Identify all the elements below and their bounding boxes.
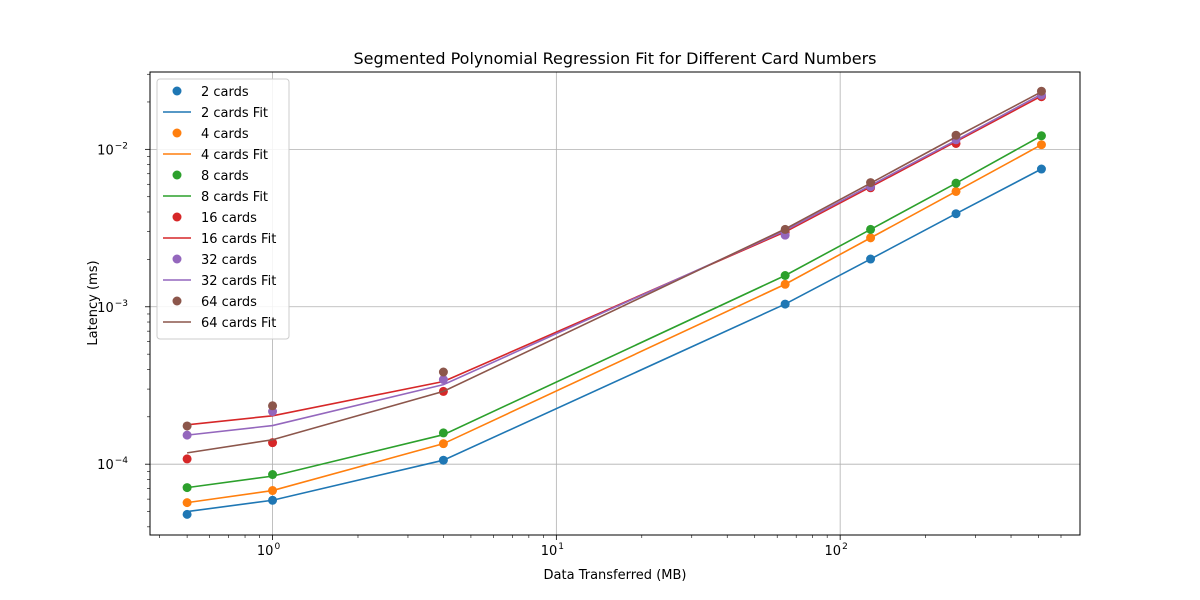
data-point-64-cards (1036, 86, 1046, 96)
data-point-4-cards (780, 279, 790, 289)
legend-label: 64 cards Fit (201, 316, 276, 331)
x-tick-exponent: 2 (842, 542, 848, 552)
legend-label: 2 cards (201, 85, 249, 100)
y-tick-exponent: −4 (115, 456, 129, 466)
legend-marker (172, 86, 182, 96)
data-point-4-cards (866, 233, 876, 243)
legend-marker (172, 128, 182, 138)
series-4-cards (182, 140, 1046, 508)
data-point-64-cards (866, 178, 876, 188)
legend-label: 8 cards Fit (201, 190, 268, 205)
series-2-cards (182, 164, 1046, 519)
data-point-4-cards (438, 439, 448, 449)
legend-box (156, 78, 290, 340)
data-point-32-cards (182, 430, 192, 440)
legend-label: 32 cards (201, 253, 257, 268)
data-point-8-cards (182, 483, 192, 493)
legend-marker (172, 296, 182, 306)
data-point-2-cards (780, 299, 790, 309)
x-axis-label: Data Transferred (MB) (544, 568, 687, 583)
data-point-2-cards (951, 209, 961, 219)
series-8-cards (182, 131, 1046, 493)
series-64-cards (182, 86, 1046, 454)
data-point-32-cards (438, 375, 448, 385)
data-point-8-cards (866, 224, 876, 234)
legend-label: 32 cards Fit (201, 274, 276, 289)
data-point-16-cards (182, 454, 192, 464)
data-point-64-cards (438, 367, 448, 377)
legend-label: 4 cards (201, 127, 249, 142)
data-point-2-cards (866, 254, 876, 264)
x-tick-exponent: 0 (274, 542, 280, 552)
chart-title: Segmented Polynomial Regression Fit for … (353, 49, 876, 68)
y-axis-label: Latency (ms) (86, 260, 101, 345)
legend: 2 cards 2 cards Fit 4 cards 4 cards Fit 8 ca… (156, 78, 290, 340)
data-point-8-cards (438, 428, 448, 438)
legend-label: 16 cards (201, 211, 257, 226)
data-point-4-cards (268, 486, 278, 496)
legend-marker (172, 170, 182, 180)
data-point-2-cards (438, 455, 448, 465)
data-point-4-cards (1036, 140, 1046, 150)
data-point-8-cards (1036, 131, 1046, 141)
x-tick-exponent: 1 (558, 542, 564, 552)
legend-label: 64 cards (201, 295, 257, 310)
legend-label: 8 cards (201, 169, 249, 184)
data-point-8-cards (951, 178, 961, 188)
legend-label: 2 cards Fit (201, 106, 268, 121)
data-point-4-cards (182, 498, 192, 508)
data-point-2-cards (182, 509, 192, 519)
data-point-2-cards (268, 495, 278, 505)
legend-marker (172, 212, 182, 222)
legend-label: 4 cards Fit (201, 148, 268, 163)
data-point-2-cards (1036, 164, 1046, 174)
data-point-8-cards (268, 470, 278, 480)
legend-marker (172, 254, 182, 264)
plot-frame (149, 71, 1081, 536)
data-point-64-cards (182, 421, 192, 431)
y-tick-exponent: −2 (115, 141, 128, 151)
data-point-64-cards (780, 224, 790, 234)
data-point-64-cards (268, 401, 278, 411)
y-tick-exponent: −3 (115, 299, 128, 309)
data-point-8-cards (780, 271, 790, 280)
data-point-64-cards (951, 130, 961, 140)
legend-label: 16 cards Fit (201, 232, 276, 247)
data-point-4-cards (951, 186, 961, 196)
series-layer (182, 86, 1046, 519)
